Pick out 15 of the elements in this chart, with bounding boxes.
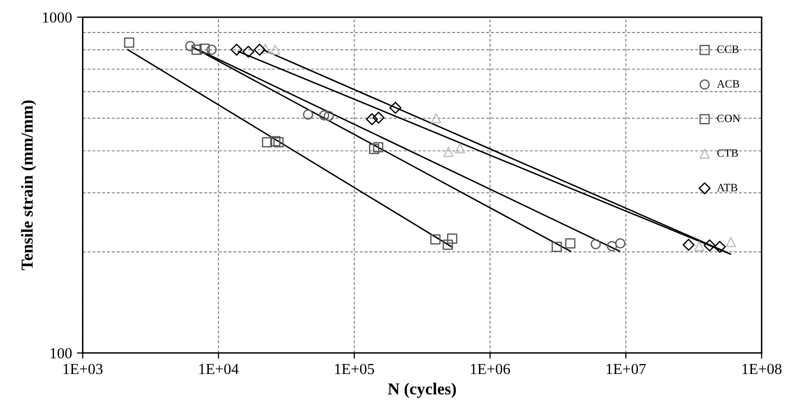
x-tick-label: 1E+08	[742, 364, 782, 374]
y-axis-title: Tensile strain (mm/mm)	[21, 100, 36, 270]
x-axis-title: N (cycles)	[388, 382, 456, 398]
x-tick-label: 1E+07	[606, 364, 646, 374]
legend-label: CTB	[717, 149, 738, 157]
legend-label: ATB	[716, 184, 738, 192]
x-tick-label: 1E+04	[199, 364, 239, 374]
x-tick-label: 1E+03	[64, 364, 103, 374]
x-tick-label: 1E+05	[335, 364, 374, 374]
y-tick-label: 1000	[43, 12, 72, 23]
legend-label: CCB	[717, 46, 739, 53]
y-tick-label: 100	[50, 348, 72, 358]
legend-label: CON	[717, 114, 740, 122]
x-tick-label: 1E+06	[470, 364, 510, 374]
legend-label: ACB	[716, 80, 740, 88]
